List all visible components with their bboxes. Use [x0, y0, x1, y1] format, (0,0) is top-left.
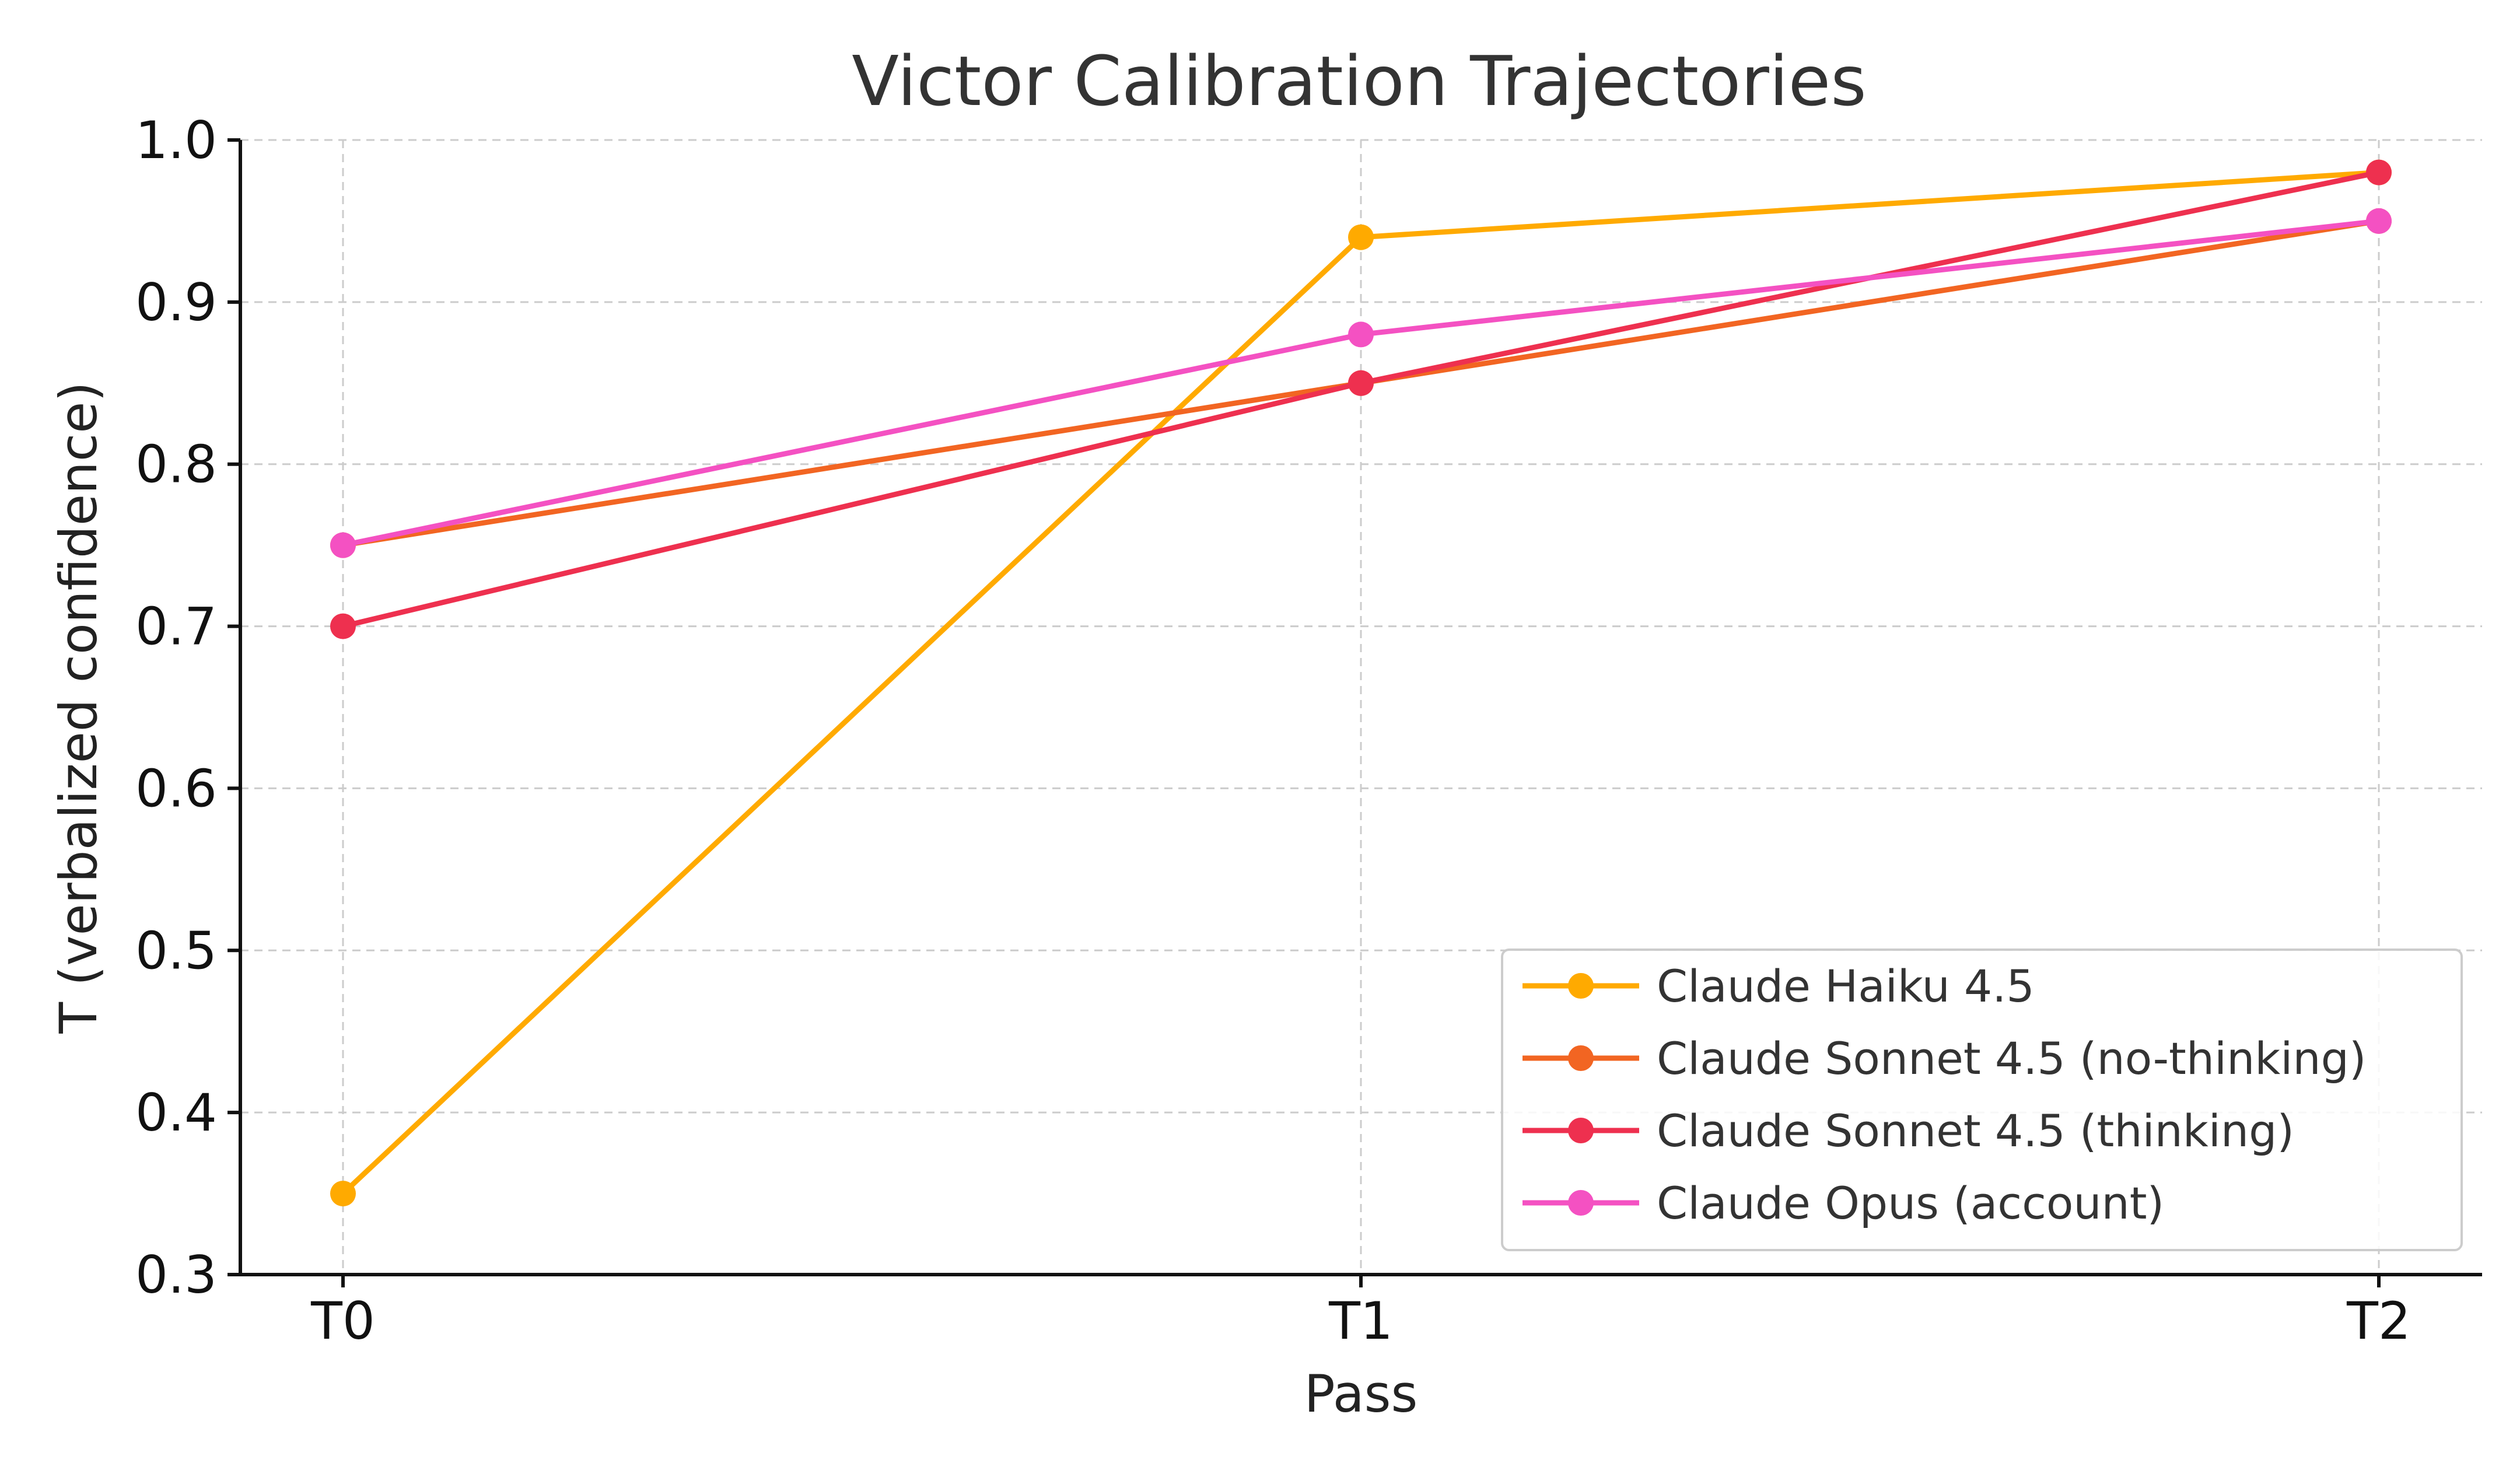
- legend-item: Claude Opus (account): [1522, 1177, 2164, 1229]
- data-point: [2366, 208, 2392, 234]
- legend-marker: [1568, 1190, 1594, 1216]
- legend-item: Claude Sonnet 4.5 (no-thinking): [1522, 1032, 2366, 1084]
- data-point: [330, 532, 356, 558]
- x-tick-label: T1: [1328, 1291, 1393, 1351]
- legend-item: Claude Haiku 4.5: [1522, 960, 2035, 1012]
- series-lines: [330, 159, 2392, 1207]
- y-tick-label: 0.8: [135, 435, 217, 495]
- data-point: [330, 1181, 356, 1207]
- y-tick-label: 0.9: [135, 272, 217, 332]
- x-ticks: T0 T1 T2: [310, 1275, 2411, 1351]
- legend-label: Claude Sonnet 4.5 (no-thinking): [1657, 1032, 2366, 1084]
- y-tick-label: 0.3: [135, 1245, 217, 1305]
- data-point: [1348, 224, 1374, 250]
- y-tick-label: 0.7: [135, 597, 217, 657]
- legend-marker: [1568, 1045, 1594, 1071]
- legend-label: Claude Haiku 4.5: [1657, 960, 2035, 1012]
- legend: Claude Haiku 4.5 Claude Sonnet 4.5 (no-th…: [1501, 949, 2463, 1251]
- y-tick-label: 0.5: [135, 921, 217, 981]
- x-axis-label: Pass: [1304, 1364, 1418, 1424]
- x-tick-label: T2: [2346, 1291, 2411, 1351]
- legend-label: Claude Sonnet 4.5 (thinking): [1657, 1105, 2294, 1157]
- x-tick-label: T0: [310, 1291, 375, 1351]
- y-axis-label: T (verbalized confidence): [48, 382, 108, 1034]
- legend-label: Claude Opus (account): [1657, 1177, 2164, 1229]
- legend-marker: [1568, 1118, 1594, 1143]
- series-4: [330, 208, 2392, 558]
- data-point: [1348, 321, 1374, 348]
- y-tick-label: 0.6: [135, 758, 217, 818]
- y-tick-label: 1.0: [135, 110, 217, 170]
- legend-frame: [1501, 949, 2463, 1251]
- legend-item: Claude Sonnet 4.5 (thinking): [1522, 1105, 2294, 1157]
- data-point: [2366, 159, 2392, 186]
- legend-marker: [1568, 973, 1594, 999]
- data-point: [1348, 370, 1374, 396]
- y-ticks: 0.3 0.4 0.5 0.6 0.7 0.8 0.9 1.0: [135, 110, 240, 1305]
- chart-title: Victor Calibration Trajectories: [852, 41, 1866, 121]
- series-3: [330, 159, 2392, 639]
- data-point: [330, 613, 356, 639]
- y-tick-label: 0.4: [135, 1083, 217, 1143]
